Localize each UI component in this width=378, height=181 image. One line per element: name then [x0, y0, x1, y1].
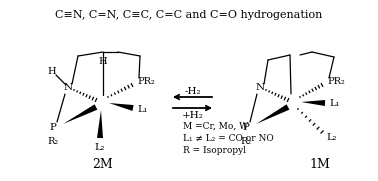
Text: 1M: 1M: [310, 159, 330, 172]
Text: P: P: [50, 123, 56, 132]
Text: +H₂: +H₂: [181, 110, 203, 119]
Text: PR₂: PR₂: [327, 77, 345, 87]
Text: P: P: [243, 123, 249, 132]
Text: PR₂: PR₂: [137, 77, 155, 87]
Text: R₂: R₂: [240, 138, 252, 146]
Text: M =Cr, Mo, W: M =Cr, Mo, W: [183, 122, 248, 131]
Text: R₂: R₂: [47, 138, 59, 146]
Text: N: N: [64, 83, 73, 92]
Text: L₁: L₁: [329, 98, 339, 108]
Text: L₁: L₁: [137, 104, 147, 113]
Polygon shape: [256, 104, 290, 124]
Polygon shape: [109, 103, 133, 111]
Text: H: H: [99, 58, 107, 66]
Text: L₁ ≠ L₂ = CO or NO: L₁ ≠ L₂ = CO or NO: [183, 134, 274, 143]
Text: -H₂: -H₂: [184, 87, 201, 96]
Polygon shape: [63, 104, 98, 124]
Text: 2M: 2M: [93, 159, 113, 172]
Text: N: N: [256, 83, 265, 92]
Text: L₂: L₂: [95, 144, 105, 153]
Text: R = Isopropyl: R = Isopropyl: [183, 146, 246, 155]
Text: H: H: [48, 68, 56, 77]
Text: L₂: L₂: [326, 132, 336, 142]
Text: C≡N, C=N, C≡C, C=C and C=O hydrogenation: C≡N, C=N, C≡C, C=C and C=O hydrogenation: [55, 10, 323, 20]
Polygon shape: [301, 100, 325, 106]
Polygon shape: [97, 110, 103, 138]
